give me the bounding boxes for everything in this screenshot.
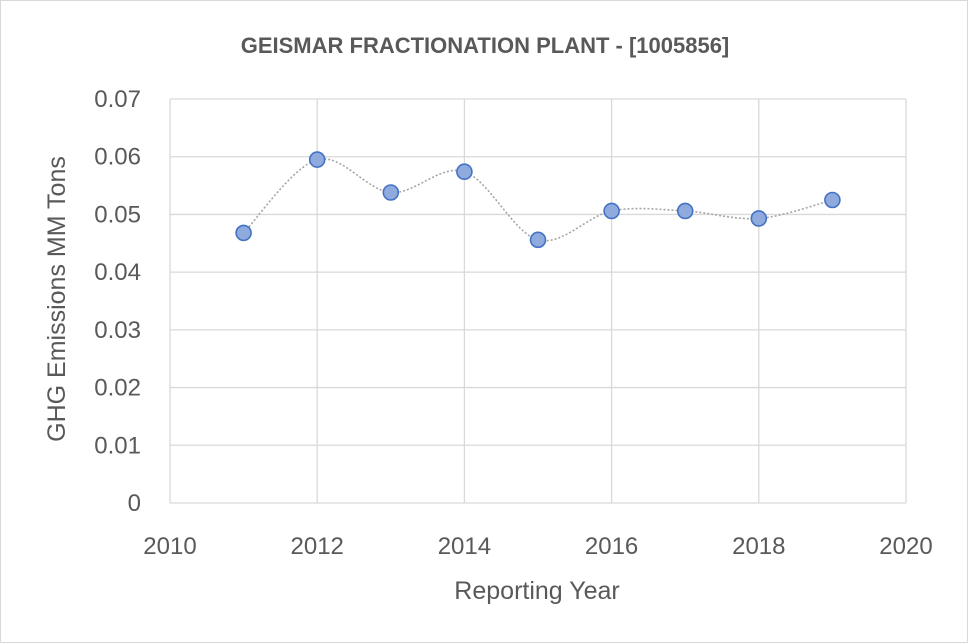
y-tick-label: 0.03 <box>94 317 141 344</box>
y-tick-label: 0.07 <box>94 86 141 113</box>
chart-title: GEISMAR FRACTIONATION PLANT - [1005856] <box>241 33 730 58</box>
y-tick-labels: 0 0.01 0.02 0.03 0.04 0.05 0.06 0.07 <box>94 86 141 517</box>
x-tick-labels: 2010 2012 2014 2016 2018 2020 <box>143 533 932 560</box>
data-point <box>308 151 326 168</box>
y-tick-label: 0 <box>128 490 141 517</box>
data-point <box>750 210 768 227</box>
x-tick-label: 2016 <box>585 533 638 560</box>
data-points <box>235 151 841 249</box>
y-axis-label: GHG Emissions MM Tons <box>43 156 71 442</box>
data-point <box>676 202 694 220</box>
x-axis-label: Reporting Year <box>454 577 619 605</box>
data-point <box>824 191 841 209</box>
data-point <box>603 202 620 220</box>
data-point <box>382 184 400 201</box>
grid <box>169 98 907 504</box>
y-tick-label: 0.04 <box>94 259 141 286</box>
data-point <box>235 224 252 242</box>
x-tick-label: 2020 <box>879 533 932 560</box>
series-line <box>243 158 833 242</box>
x-tick-label: 2018 <box>732 533 785 560</box>
x-tick-label: 2012 <box>291 533 344 560</box>
data-point <box>456 163 473 181</box>
x-tick-label: 2010 <box>143 533 196 560</box>
data-point <box>529 231 547 249</box>
y-tick-label: 0.05 <box>94 201 141 228</box>
y-tick-label: 0.01 <box>94 432 141 459</box>
y-tick-label: 0.02 <box>94 375 141 402</box>
y-tick-label: 0.06 <box>94 144 141 171</box>
x-tick-label: 2014 <box>438 533 491 560</box>
